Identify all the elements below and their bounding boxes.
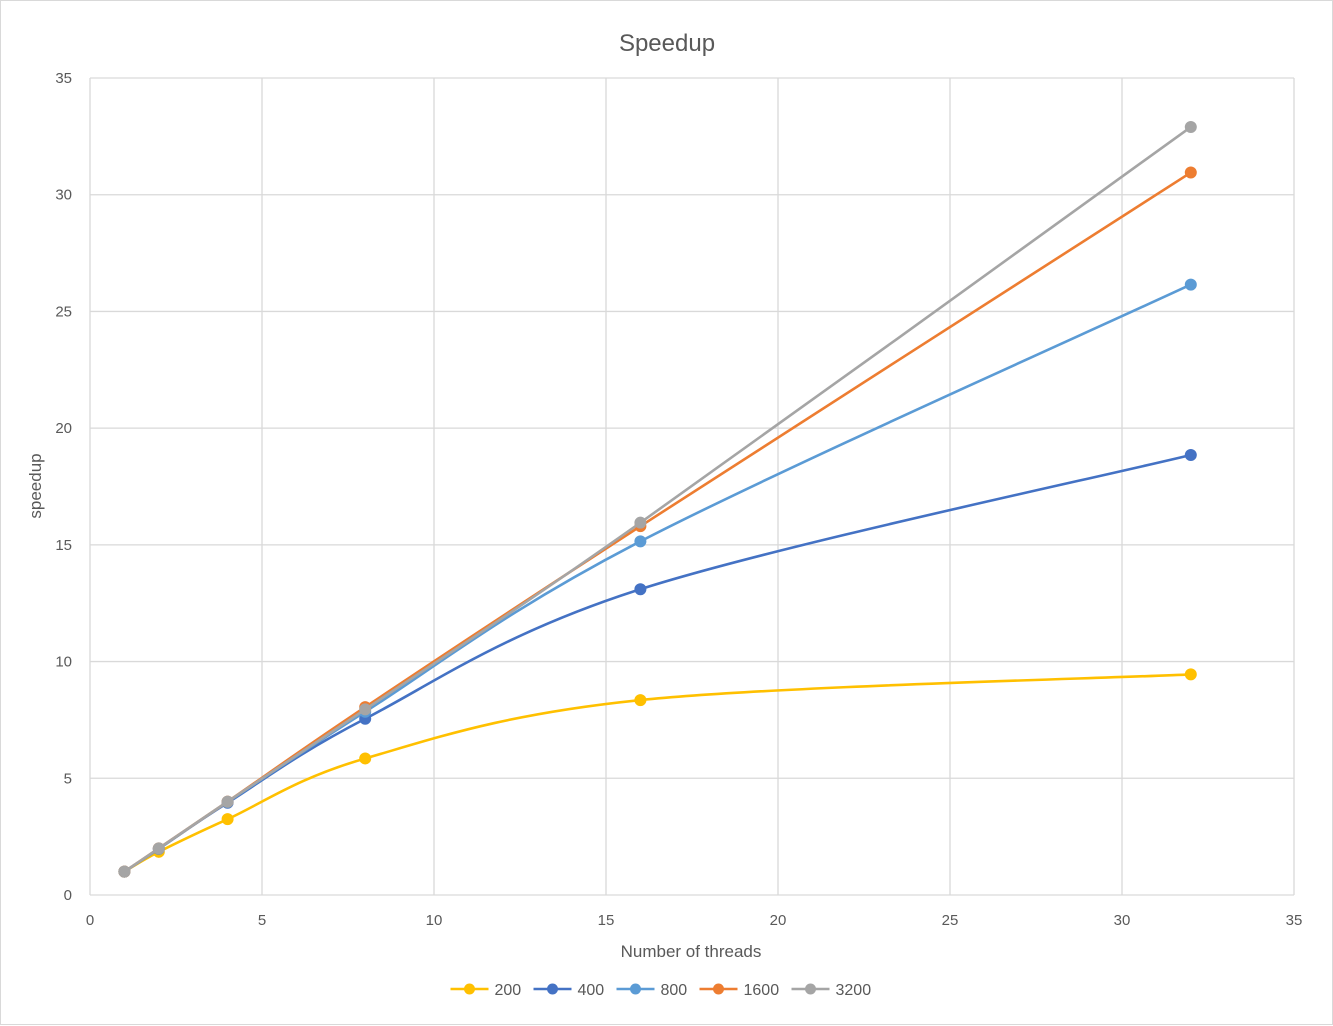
y-tick-label: 30 [55, 187, 72, 204]
legend-label: 200 [495, 982, 522, 999]
y-axis-title: speedup [26, 453, 45, 518]
series-layer [118, 121, 1197, 878]
series-line [123, 125, 1193, 873]
legend-item: 1600 [699, 982, 780, 999]
data-point [221, 795, 234, 808]
data-point [1184, 448, 1197, 461]
legend-item: 200 [450, 982, 522, 999]
legend-marker [547, 983, 558, 995]
data-point [221, 813, 234, 826]
data-point [359, 752, 372, 765]
data-point [118, 865, 131, 878]
legend-label: 3200 [836, 982, 872, 999]
x-tick-label: 10 [426, 912, 443, 929]
y-tick-label: 10 [55, 654, 72, 671]
chart-title: Speedup [619, 30, 715, 57]
y-tick-label: 5 [64, 770, 72, 787]
y-tick-label: 0 [64, 887, 72, 904]
legend-marker [713, 983, 724, 995]
series-line [123, 673, 1193, 873]
y-tick-label: 15 [55, 537, 72, 554]
data-point [634, 694, 647, 707]
data-point [1184, 668, 1197, 681]
y-tick-label: 25 [55, 303, 72, 320]
y-tick-label: 20 [55, 420, 72, 437]
x-tick-label: 25 [942, 912, 959, 929]
x-tick-label: 35 [1286, 912, 1303, 929]
legend-label: 1600 [744, 982, 780, 999]
data-point [634, 516, 647, 529]
data-point [634, 535, 647, 548]
x-axis-title: Number of threads [621, 942, 762, 961]
legend-item: 800 [616, 982, 688, 999]
x-tick-label: 30 [1114, 912, 1131, 929]
x-tick-label: 15 [598, 912, 615, 929]
legend-marker [630, 983, 641, 995]
legend-item: 3200 [791, 982, 872, 999]
x-tick-label: 5 [258, 912, 266, 929]
data-point [152, 842, 165, 855]
series-200 [118, 668, 1197, 878]
legend-label: 800 [661, 982, 688, 999]
legend-item: 400 [533, 982, 605, 999]
x-tick-label: 0 [86, 912, 94, 929]
data-point [634, 583, 647, 596]
series-800 [118, 278, 1197, 878]
series-3200 [118, 121, 1197, 878]
x-tick-label: 20 [770, 912, 787, 929]
legend-label: 400 [578, 982, 605, 999]
data-point [1184, 278, 1197, 291]
data-point [1184, 166, 1197, 179]
legend: 200 400 800 1600 3200 [450, 982, 872, 999]
gridlines [89, 77, 1295, 896]
series-1600 [118, 166, 1197, 878]
legend-marker [805, 983, 816, 995]
series-line [123, 283, 1193, 873]
legend-marker [464, 983, 475, 995]
y-tick-label: 35 [55, 70, 72, 87]
data-point [1184, 121, 1197, 134]
data-point [359, 703, 372, 716]
series-line [123, 453, 1193, 873]
axes: 0 5 10 15 20 25 30 35 0 5 10 15 20 25 30 35 [55, 70, 1302, 929]
